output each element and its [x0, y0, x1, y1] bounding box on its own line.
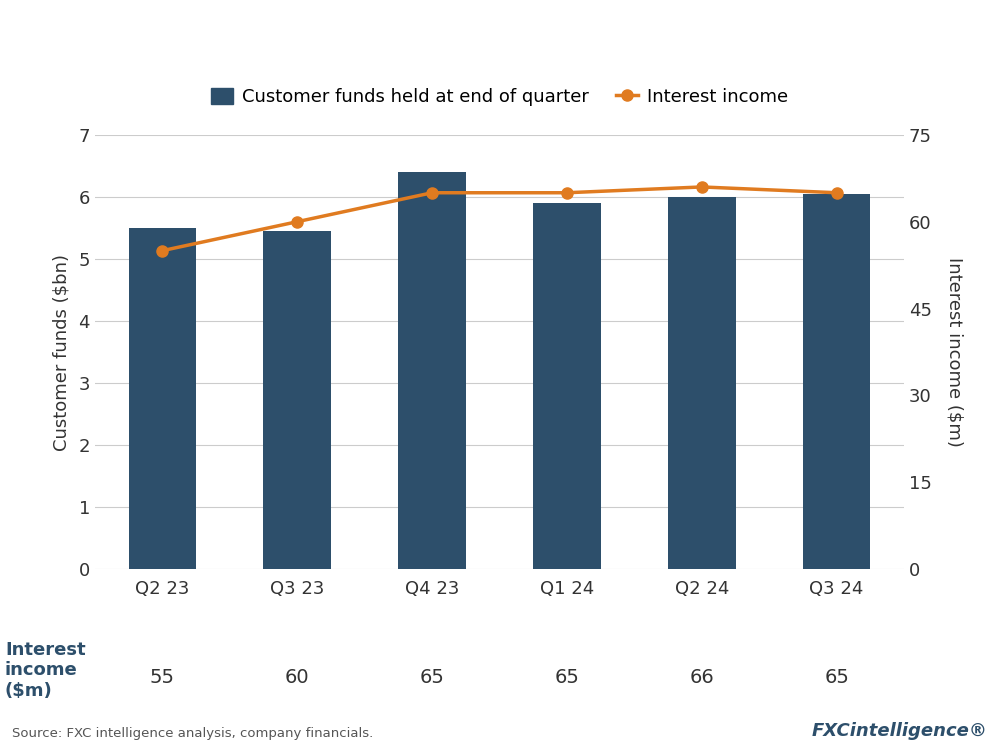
Bar — [264, 231, 331, 569]
Bar — [129, 228, 196, 569]
Text: Payoneer quarterly customer funds and interest income, 2023-2024: Payoneer quarterly customer funds and in… — [13, 84, 772, 104]
Bar — [803, 194, 870, 569]
Text: Payoneer sees flat interest income for 2024: Payoneer sees flat interest income for 2… — [13, 28, 766, 58]
Text: Source: FXC intelligence analysis, company financials.: Source: FXC intelligence analysis, compa… — [12, 727, 374, 740]
Legend: Customer funds held at end of quarter, Interest income: Customer funds held at end of quarter, I… — [204, 81, 795, 114]
Bar — [533, 203, 600, 569]
Text: 65: 65 — [824, 668, 849, 688]
Text: 65: 65 — [420, 668, 445, 688]
Text: Interest
income
($m): Interest income ($m) — [5, 640, 86, 700]
Text: 65: 65 — [554, 668, 579, 688]
Text: 55: 55 — [150, 668, 175, 688]
Text: 66: 66 — [689, 668, 714, 688]
Y-axis label: Customer funds ($bn): Customer funds ($bn) — [52, 253, 70, 451]
Text: FXCintelligence®: FXCintelligence® — [811, 722, 987, 740]
Y-axis label: Interest income ($m): Interest income ($m) — [946, 257, 964, 447]
Bar — [399, 172, 466, 569]
Bar — [668, 197, 735, 569]
Text: 60: 60 — [285, 668, 310, 688]
